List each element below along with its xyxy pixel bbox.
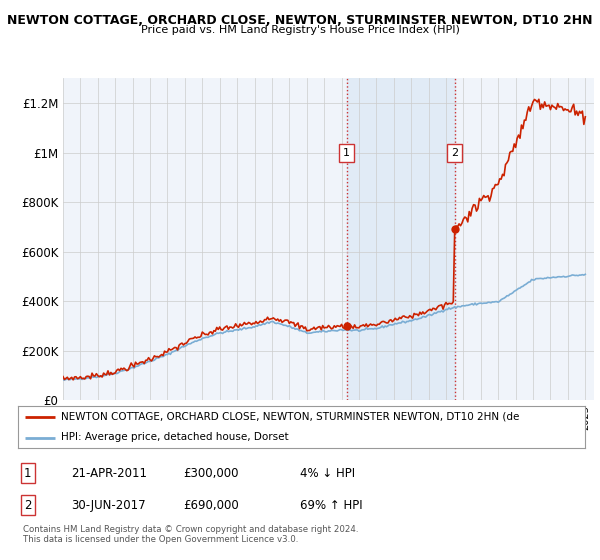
Text: 1: 1	[24, 466, 31, 480]
Text: NEWTON COTTAGE, ORCHARD CLOSE, NEWTON, STURMINSTER NEWTON, DT10 2HN (de: NEWTON COTTAGE, ORCHARD CLOSE, NEWTON, S…	[61, 412, 519, 422]
Text: 21-APR-2011: 21-APR-2011	[71, 466, 147, 480]
Text: 4% ↓ HPI: 4% ↓ HPI	[300, 466, 355, 480]
Text: HPI: Average price, detached house, Dorset: HPI: Average price, detached house, Dors…	[61, 432, 288, 442]
Text: 30-JUN-2017: 30-JUN-2017	[71, 498, 145, 512]
Text: 1: 1	[343, 148, 350, 158]
Text: Contains HM Land Registry data © Crown copyright and database right 2024.
This d: Contains HM Land Registry data © Crown c…	[23, 525, 358, 544]
Text: Price paid vs. HM Land Registry's House Price Index (HPI): Price paid vs. HM Land Registry's House …	[140, 25, 460, 35]
Text: £300,000: £300,000	[183, 466, 239, 480]
Text: 69% ↑ HPI: 69% ↑ HPI	[300, 498, 362, 512]
Text: £690,000: £690,000	[183, 498, 239, 512]
Text: 2: 2	[24, 498, 31, 512]
Text: 2: 2	[451, 148, 458, 158]
Bar	[347, 78, 455, 400]
Text: NEWTON COTTAGE, ORCHARD CLOSE, NEWTON, STURMINSTER NEWTON, DT10 2HN: NEWTON COTTAGE, ORCHARD CLOSE, NEWTON, S…	[7, 14, 593, 27]
